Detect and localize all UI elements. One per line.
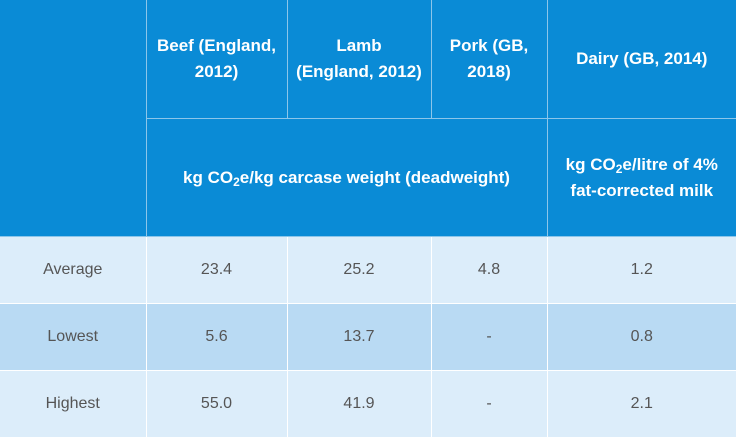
header-corner xyxy=(0,0,147,237)
cell-beef: 55.0 xyxy=(145,370,288,438)
unit-meat: kg CO2e/kg carcase weight (deadweight) xyxy=(145,118,548,237)
cell-beef: 5.6 xyxy=(145,303,288,371)
table-row: Lowest 5.6 13.7 - 0.8 xyxy=(0,303,736,371)
cell-lamb: 41.9 xyxy=(286,370,432,438)
cell-dairy: 2.1 xyxy=(546,370,736,438)
unit-meat-text-1: kg CO xyxy=(183,167,234,187)
row-label: Average xyxy=(0,236,147,304)
row-label: Lowest xyxy=(0,303,147,371)
header-beef: Beef (England, 2012) xyxy=(145,0,288,119)
header-dairy: Dairy (GB, 2014) xyxy=(546,0,736,119)
table-row: Average 23.4 25.2 4.8 1.2 xyxy=(0,236,736,304)
unit-row: kg CO2e/kg carcase weight (deadweight) k… xyxy=(0,118,736,237)
cell-dairy: 0.8 xyxy=(546,303,736,371)
table-row: Highest 55.0 41.9 - 2.1 xyxy=(0,370,736,438)
unit-dairy-text-2: e/litre of 4% fat-corrected milk xyxy=(570,154,718,200)
unit-dairy-text-1: kg CO xyxy=(565,154,616,174)
cell-pork: - xyxy=(430,303,548,371)
unit-dairy-subscript: 2 xyxy=(615,161,623,176)
header-pork: Pork (GB, 2018) xyxy=(430,0,548,119)
unit-dairy: kg CO2e/litre of 4% fat-corrected milk xyxy=(546,118,736,237)
unit-meat-subscript: 2 xyxy=(233,174,240,189)
cell-pork: 4.8 xyxy=(430,236,548,304)
cell-lamb: 13.7 xyxy=(286,303,432,371)
cell-lamb: 25.2 xyxy=(286,236,432,304)
row-label: Highest xyxy=(0,370,147,438)
unit-meat-text-2: e/kg carcase weight (deadweight) xyxy=(239,167,510,187)
header-row: Beef (England, 2012) Lamb (England, 2012… xyxy=(0,0,736,237)
cell-pork: - xyxy=(430,370,548,438)
header-lamb: Lamb (England, 2012) xyxy=(286,0,432,119)
cell-dairy: 1.2 xyxy=(546,236,736,304)
cell-beef: 23.4 xyxy=(145,236,288,304)
